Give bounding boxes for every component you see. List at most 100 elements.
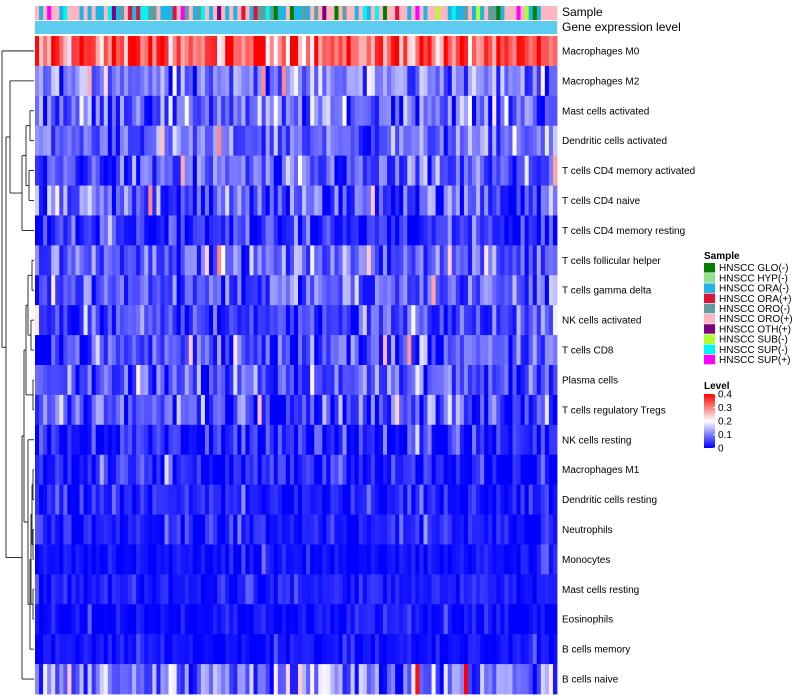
heatmap-cell [124,305,129,336]
heatmap-cell [467,365,473,396]
heatmap-cell [306,604,311,635]
heatmap-cell [383,245,388,276]
heatmap-cell [516,335,521,366]
heatmap-cell [298,215,303,246]
row-label: Eosinophils [562,615,613,626]
sample-annotation-cell [500,6,505,20]
heatmap-cell [200,454,206,486]
heatmap-cell [520,664,526,695]
heatmap-cell [496,454,501,486]
heatmap-cell [358,125,364,157]
heatmap-cell [257,514,263,545]
heatmap-cell [156,185,161,216]
heatmap-cell [411,484,416,515]
heatmap-cell [488,454,493,486]
heatmap-cell [544,664,550,695]
heatmap-cell [443,36,449,67]
heatmap-cell [383,574,388,605]
heatmap-cell [71,574,76,605]
heatmap-cell [172,514,178,545]
heatmap-cell [241,95,246,127]
sample-annotation-cell [95,6,101,20]
heatmap-cell [383,394,388,426]
heatmap-cell [196,275,202,306]
heatmap-cell [508,574,513,605]
heatmap-cell [180,335,186,366]
heatmap-cell [439,604,445,635]
heatmap-cell [512,185,517,216]
heatmap-cell [140,245,145,276]
heatmap-cell [47,215,52,246]
heatmap-cell [391,394,396,426]
heatmap-cell [496,65,501,97]
heatmap-cell [257,424,263,456]
heatmap-cell [484,65,489,97]
heatmap-cell [334,155,339,186]
heatmap-cell [500,424,505,456]
heatmap-cell [257,335,263,366]
heatmap-cell [528,574,534,605]
heatmap-cell [366,155,372,186]
heatmap-cell [488,394,493,426]
heatmap-cell [91,634,97,665]
heatmap-cell [257,245,263,276]
heatmap-cell [298,245,303,276]
heatmap-cell [480,185,485,216]
heatmap-cell [370,95,376,127]
heatmap-cell [435,664,441,695]
heatmap-cell [75,574,80,605]
sample-annotation-cell [488,6,493,20]
heatmap-cell [51,514,56,545]
heatmap-cell [431,634,437,665]
heatmap-cell [144,604,149,635]
sample-annotation-cell [128,6,133,20]
heatmap-cell [435,185,441,216]
heatmap-cell [59,365,64,396]
heatmap-cell [196,365,202,396]
heatmap-cell [532,424,538,456]
heatmap-cell [447,65,453,97]
heatmap-cell [395,65,400,97]
heatmap-cell [103,245,109,276]
heatmap-cell [289,424,295,456]
heatmap-cell [192,544,198,575]
row-dendrogram [1,50,34,680]
heatmap-cell [253,544,258,575]
heatmap-cell [536,604,542,635]
heatmap-cell [156,634,161,665]
heatmap-cell [484,634,489,665]
heatmap-cell [504,664,509,695]
heatmap-cell [265,125,271,157]
heatmap-cell [387,185,392,216]
heatmap-cell [229,544,234,575]
heatmap-cell [504,454,509,486]
heatmap-cell [403,454,408,486]
heatmap-cell [99,95,105,127]
heatmap-cell [370,275,376,306]
heatmap-cell [253,36,258,67]
heatmap-cell [289,335,295,366]
heatmap-cell [136,275,141,306]
heatmap-cell [188,65,194,97]
heatmap-cell [144,514,149,545]
heatmap-cell [39,604,44,635]
heatmap-cell [221,335,226,366]
heatmap-cell [399,544,404,575]
heatmap-cell [455,95,461,127]
heatmap-cell [241,65,246,97]
heatmap-cell [124,514,129,545]
heatmap-cell [75,95,80,127]
heatmap-cell [225,125,230,157]
heatmap-cell [350,484,356,515]
heatmap-cell [399,155,404,186]
heatmap-cell [103,185,109,216]
heatmap-cell [188,95,194,127]
heatmap-cell [124,454,129,486]
heatmap-cell [180,305,186,336]
heatmap-cell [476,65,481,97]
heatmap-cell [504,185,509,216]
sample-annotation-cell [431,6,437,20]
heatmap-cell [334,634,339,665]
heatmap-cell [459,574,465,605]
heatmap-cell [463,245,469,276]
